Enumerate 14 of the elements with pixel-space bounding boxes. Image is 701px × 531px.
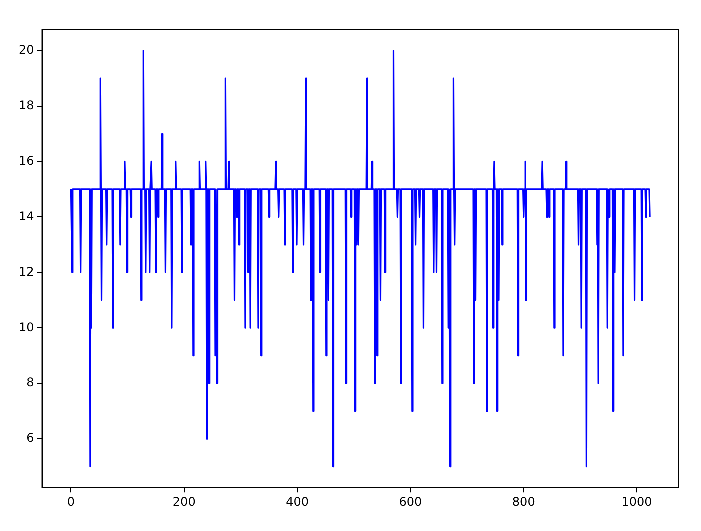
- y-tick-label: 10: [18, 320, 34, 334]
- y-tick-label: 6: [26, 431, 34, 446]
- y-tick-label: 18: [18, 98, 34, 112]
- x-tick-label: 400: [286, 494, 309, 509]
- y-tick-label: 16: [18, 154, 34, 168]
- x-tick-label: 600: [399, 494, 422, 509]
- y-tick-label: 20: [18, 42, 34, 57]
- y-tick-label: 12: [18, 264, 34, 279]
- x-tick-label: 0: [67, 494, 76, 509]
- y-tick-label: 14: [18, 209, 34, 224]
- y-tick-label: 8: [26, 376, 34, 390]
- x-tick-label: 1000: [622, 494, 652, 509]
- x-tick-label: 200: [172, 494, 196, 509]
- x-tick-label: 800: [512, 494, 536, 509]
